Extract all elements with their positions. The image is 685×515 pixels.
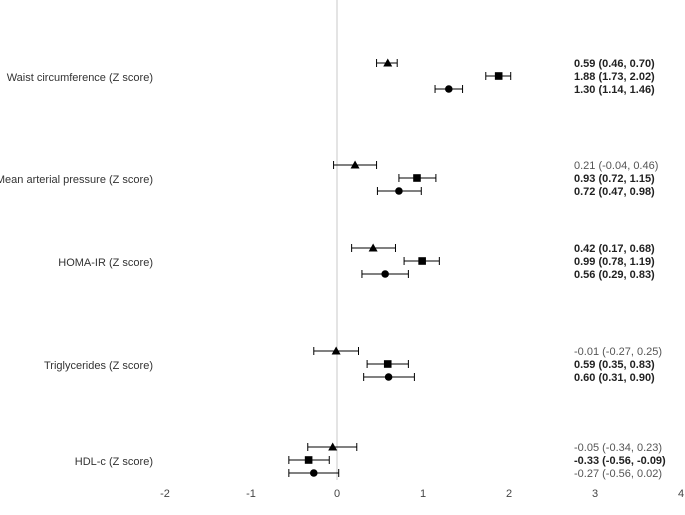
point-triangle <box>328 442 338 451</box>
estimate-label: -0.27 (-0.56, 0.02) <box>574 468 662 480</box>
row-label: Mean arterial pressure (Z score) <box>0 174 153 186</box>
row-label: Waist circumference (Z score) <box>7 72 153 84</box>
estimate-label: 0.93 (0.72, 1.15) <box>574 173 655 185</box>
x-tick-label: 2 <box>506 488 512 500</box>
estimate-label: 0.21 (-0.04, 0.46) <box>574 160 658 172</box>
x-tick-label: 3 <box>592 488 598 500</box>
estimate-label: -0.01 (-0.27, 0.25) <box>574 346 662 358</box>
row-label: Triglycerides (Z score) <box>44 360 153 372</box>
point-square <box>383 360 392 368</box>
estimate-label: 0.56 (0.29, 0.83) <box>574 269 655 281</box>
point-circle <box>384 373 393 381</box>
point-square <box>304 456 313 464</box>
estimate-label: 0.60 (0.31, 0.90) <box>574 372 655 384</box>
row-label: HDL-c (Z score) <box>75 456 153 468</box>
x-tick-label: 0 <box>334 488 340 500</box>
estimate-label: 1.30 (1.14, 1.46) <box>574 84 655 96</box>
x-tick-label: 1 <box>420 488 426 500</box>
estimate-label: 0.72 (0.47, 0.98) <box>574 186 655 198</box>
point-square <box>494 72 503 80</box>
row-label: HOMA-IR (Z score) <box>58 257 153 269</box>
point-triangle <box>368 243 378 252</box>
estimate-label: -0.05 (-0.34, 0.23) <box>574 442 662 454</box>
point-triangle <box>350 160 360 169</box>
estimate-label: 0.59 (0.35, 0.83) <box>574 359 655 371</box>
x-tick-label: -1 <box>246 488 256 500</box>
point-triangle <box>383 58 393 67</box>
estimate-label: 1.88 (1.73, 2.02) <box>574 71 655 83</box>
estimate-label: 0.99 (0.78, 1.19) <box>574 256 655 268</box>
point-circle <box>309 469 318 477</box>
x-tick-label: 4 <box>678 488 684 500</box>
point-triangle <box>331 346 341 355</box>
estimate-label: 0.42 (0.17, 0.68) <box>574 243 655 255</box>
point-square <box>413 174 421 182</box>
point-square <box>418 257 426 265</box>
point-circle <box>395 187 403 195</box>
point-circle <box>381 270 389 278</box>
estimate-label: 0.59 (0.46, 0.70) <box>574 58 655 70</box>
point-circle <box>445 85 453 93</box>
x-tick-label: -2 <box>160 488 170 500</box>
estimate-label: -0.33 (-0.56, -0.09) <box>574 455 666 467</box>
